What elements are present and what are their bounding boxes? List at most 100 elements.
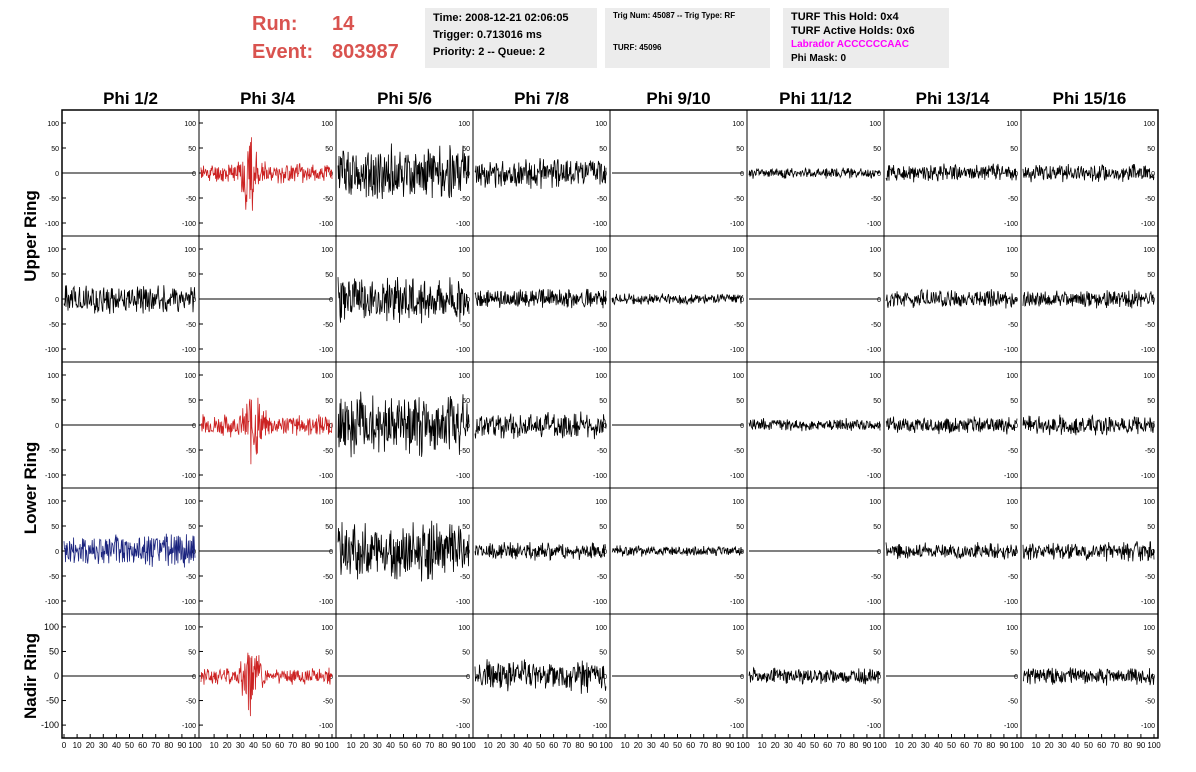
y-tick-label: 100 xyxy=(184,247,196,254)
x-tick-label: 60 xyxy=(412,741,421,750)
waveform-trace xyxy=(748,666,881,685)
y-tick-label: 100 xyxy=(321,373,333,380)
y-tick-label: 50 xyxy=(1147,398,1155,405)
x-tick-label: 20 xyxy=(497,741,506,750)
y-tick-label: 100 xyxy=(1143,373,1155,380)
waveform-trace xyxy=(885,542,1018,560)
x-tick-label: 10 xyxy=(347,741,356,750)
y-tick-label: 50 xyxy=(462,524,470,531)
y-tick-label: -50 xyxy=(186,448,196,455)
y-tick-label: -50 xyxy=(734,699,744,706)
y-tick-label: 50 xyxy=(599,272,607,279)
y-tick-label: 0 xyxy=(1014,423,1018,430)
y-tick-label: -100 xyxy=(45,599,59,606)
x-tick-label: 60 xyxy=(138,741,147,750)
y-tick-label: -50 xyxy=(49,448,59,455)
x-tick-label: 80 xyxy=(712,741,721,750)
y-tick-label: -50 xyxy=(597,699,607,706)
y-tick-label: 100 xyxy=(321,121,333,128)
y-tick-label: 100 xyxy=(732,247,744,254)
y-tick-label: 100 xyxy=(47,373,59,380)
y-tick-label: 100 xyxy=(732,373,744,380)
x-tick-label: 80 xyxy=(575,741,584,750)
y-tick-label: 100 xyxy=(184,121,196,128)
x-tick-label: 30 xyxy=(921,741,930,750)
y-tick-label: -100 xyxy=(319,473,333,480)
y-tick-label: 0 xyxy=(329,297,333,304)
y-tick-label: 0 xyxy=(1014,549,1018,556)
x-tick-label: 90 xyxy=(451,741,460,750)
y-tick-label: 50 xyxy=(462,272,470,279)
y-tick-label: -50 xyxy=(597,196,607,203)
y-tick-label: 50 xyxy=(462,398,470,405)
x-tick-label: 40 xyxy=(660,741,669,750)
x-tick-label: 60 xyxy=(275,741,284,750)
y-tick-label: 100 xyxy=(458,625,470,632)
y-tick-label: 100 xyxy=(732,625,744,632)
x-tick-label: 30 xyxy=(1058,741,1067,750)
y-tick-label: 50 xyxy=(1147,272,1155,279)
column-title: Phi 3/4 xyxy=(240,89,295,108)
y-tick-label: -100 xyxy=(41,720,59,730)
y-tick-label: 100 xyxy=(869,121,881,128)
waveform-trace xyxy=(200,652,333,717)
x-tick-label: 80 xyxy=(438,741,447,750)
y-tick-label: 50 xyxy=(873,398,881,405)
y-tick-label: 50 xyxy=(188,272,196,279)
turf-active-text: TURF Active Holds: 0x6 xyxy=(791,25,915,37)
y-tick-label: 0 xyxy=(329,674,333,681)
y-tick-label: 0 xyxy=(55,171,59,178)
x-tick-label: 20 xyxy=(908,741,917,750)
y-tick-label: 50 xyxy=(599,146,607,153)
y-tick-label: 100 xyxy=(458,373,470,380)
y-tick-label: 0 xyxy=(603,549,607,556)
waveform-trace xyxy=(885,163,1018,183)
x-tick-label: 90 xyxy=(314,741,323,750)
waveform-trace xyxy=(337,276,470,324)
y-tick-label: 100 xyxy=(47,499,59,506)
x-tick-label: 40 xyxy=(112,741,121,750)
x-tick-label: 60 xyxy=(960,741,969,750)
y-tick-label: 100 xyxy=(1006,373,1018,380)
y-tick-label: 100 xyxy=(732,121,744,128)
y-tick-label: -100 xyxy=(730,221,744,228)
x-tick-label: 90 xyxy=(999,741,1008,750)
y-tick-label: -50 xyxy=(1008,574,1018,581)
x-tick-label: 50 xyxy=(125,741,134,750)
y-tick-label: 0 xyxy=(192,423,196,430)
y-tick-label: -50 xyxy=(323,196,333,203)
y-tick-label: 0 xyxy=(877,171,881,178)
y-tick-label: 100 xyxy=(595,247,607,254)
waveform-trace xyxy=(474,659,607,694)
y-tick-label: 100 xyxy=(1006,121,1018,128)
y-tick-label: -50 xyxy=(323,448,333,455)
y-tick-label: 50 xyxy=(462,649,470,656)
run-value: 14 xyxy=(332,13,355,35)
y-tick-label: -50 xyxy=(460,322,470,329)
x-tick-label: 10 xyxy=(621,741,630,750)
y-tick-label: -100 xyxy=(730,473,744,480)
waveform-trace xyxy=(885,288,1018,309)
y-tick-label: 100 xyxy=(595,373,607,380)
y-tick-label: 50 xyxy=(599,649,607,656)
y-tick-label: -100 xyxy=(319,599,333,606)
y-tick-label: -100 xyxy=(319,347,333,354)
y-tick-label: -50 xyxy=(460,196,470,203)
y-tick-label: -100 xyxy=(182,473,196,480)
y-tick-label: -50 xyxy=(1145,574,1155,581)
waveform-trace xyxy=(63,285,196,314)
x-tick-label: 60 xyxy=(823,741,832,750)
x-tick-label: 40 xyxy=(934,741,943,750)
y-tick-label: -100 xyxy=(730,347,744,354)
y-tick-label: -100 xyxy=(1004,599,1018,606)
y-tick-label: -50 xyxy=(1145,699,1155,706)
y-tick-label: 100 xyxy=(321,625,333,632)
trig-info-box: Trig Num: 45087 -- Trig Type: RF TURF: 4… xyxy=(605,8,770,68)
y-tick-label: 100 xyxy=(458,247,470,254)
y-tick-label: -100 xyxy=(1004,221,1018,228)
y-tick-label: -100 xyxy=(182,723,196,730)
y-tick-label: -50 xyxy=(460,699,470,706)
column-title: Phi 15/16 xyxy=(1053,89,1127,108)
y-tick-label: 0 xyxy=(877,549,881,556)
y-tick-label: -100 xyxy=(45,473,59,480)
